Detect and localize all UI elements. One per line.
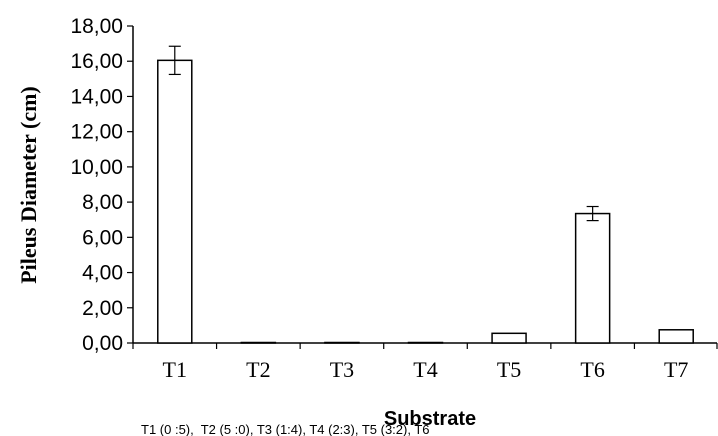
- y-tick-label: 10,00: [70, 156, 123, 179]
- y-tick-label: 2,00: [82, 297, 123, 320]
- bar-t4: [407, 341, 444, 344]
- error-bars-group: [168, 45, 599, 222]
- y-tick-label: 8,00: [82, 191, 123, 214]
- y-tick-label: 0,00: [82, 332, 123, 355]
- x-tick-label: T7: [664, 357, 688, 382]
- x-tick-label: T5: [497, 357, 521, 382]
- y-tick-label: 4,00: [82, 262, 123, 285]
- y-tick-label: 18,00: [70, 15, 123, 38]
- bar-t6: [574, 212, 611, 344]
- x-tick-label: T4: [413, 357, 437, 382]
- x-tick-label: T3: [330, 357, 354, 382]
- x-axis-label: Substrate: [384, 408, 476, 430]
- x-tick-label: T1: [163, 357, 187, 382]
- y-axis: 0,00 2,00 4,00 6,00 8,00 10,00 12,00 14,00 16,00…: [70, 15, 134, 355]
- x-axis: T1 T2 T3 T4 T5 T6 T7: [132, 342, 718, 382]
- x-tick-label: T6: [580, 357, 604, 382]
- bars-group: [157, 59, 694, 344]
- y-tick-label: 14,00: [70, 85, 123, 108]
- y-tick-label: 16,00: [70, 50, 123, 73]
- bar-t7: [658, 329, 694, 344]
- bar-t5: [491, 332, 527, 344]
- bar-t1: [157, 59, 193, 344]
- y-tick-label: 12,00: [70, 121, 123, 144]
- treatment-legend-note: T1 (0 :5), T2 (5 :0), T3 (1:4), T4 (2:3)…: [141, 422, 430, 436]
- bar-t2: [240, 341, 277, 344]
- y-axis-label: Pileus Diameter (cm): [16, 86, 41, 284]
- bar-t3: [324, 341, 360, 344]
- x-tick-label: T2: [246, 357, 270, 382]
- y-tick-label: 6,00: [82, 226, 123, 249]
